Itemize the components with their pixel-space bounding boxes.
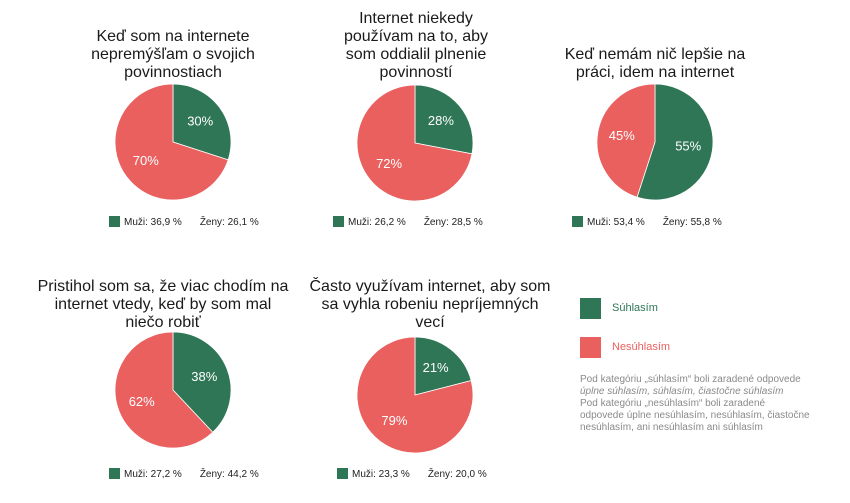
chart-title: Keď som na internete nepremýšľam o svoji… bbox=[91, 28, 255, 81]
chart-title: Internet niekedy používam na to, aby som… bbox=[343, 10, 489, 81]
gender-stats: Muži: 23,3 % Ženy: 20,0 % bbox=[337, 468, 487, 480]
chart-title: Často využívam internet, aby som sa vyhl… bbox=[309, 278, 551, 331]
note-agree-italic: úplne súhlasím, súhlasím, čiastočne súhl… bbox=[580, 386, 784, 397]
slice-label-disagree: 62% bbox=[129, 394, 155, 409]
men-stat: Muži: 53,4 % bbox=[587, 217, 645, 228]
chart-title: Pristihol som sa, že viac chodím na inte… bbox=[37, 278, 289, 331]
women-stat: Ženy: 44,2 % bbox=[199, 469, 259, 480]
pie-chart: 38% 62% bbox=[114, 331, 232, 449]
slice-label-agree: 30% bbox=[187, 114, 213, 129]
pie-chart: 30% 70% bbox=[114, 83, 232, 201]
legend-swatch-disagree bbox=[580, 337, 601, 358]
slice-label-disagree: 45% bbox=[609, 128, 635, 143]
note-agree-text: Pod kategóriu „súhlasím“ boli zaradené o… bbox=[580, 374, 801, 385]
women-stat: Ženy: 28,5 % bbox=[423, 217, 483, 228]
pie-slice-agree bbox=[636, 83, 714, 201]
note-disagree: Pod kategóriu „nesúhlasím“ boli zaradené… bbox=[580, 398, 810, 433]
gender-stats: Muži: 27,2 % Ženy: 44,2 % bbox=[109, 468, 259, 480]
pie-slice-disagree bbox=[356, 336, 474, 454]
men-stat: Muži: 23,3 % bbox=[352, 469, 410, 480]
legend-square bbox=[337, 468, 348, 479]
pie-chart: 21% 79% bbox=[356, 336, 474, 454]
slice-label-disagree: 79% bbox=[381, 413, 407, 428]
slice-label-disagree: 70% bbox=[133, 153, 159, 168]
slice-label-agree: 21% bbox=[423, 360, 449, 375]
pie-chart: 55% 45% bbox=[596, 83, 714, 201]
women-stat: Ženy: 20,0 % bbox=[427, 469, 487, 480]
gender-stats: Muži: 26,2 % Ženy: 28,5 % bbox=[333, 216, 483, 228]
legend-square bbox=[109, 468, 120, 479]
pie-slice-agree bbox=[414, 84, 474, 155]
women-stat: Ženy: 26,1 % bbox=[199, 217, 259, 228]
slice-label-agree: 28% bbox=[428, 113, 454, 128]
pie-slice-agree bbox=[172, 83, 232, 161]
gender-stats: Muži: 36,9 % Ženy: 26,1 % bbox=[109, 216, 259, 228]
legend-square bbox=[109, 216, 120, 227]
men-stat: Muži: 36,9 % bbox=[124, 217, 182, 228]
women-stat: Ženy: 55,8 % bbox=[662, 217, 722, 228]
legend-label-agree: Súhlasím bbox=[612, 302, 658, 314]
category-note: Pod kategóriu „súhlasím“ boli zaradené o… bbox=[580, 374, 810, 434]
pie-slice-agree bbox=[172, 331, 232, 433]
men-stat: Muži: 27,2 % bbox=[124, 469, 182, 480]
legend-label-disagree: Nesúhlasím bbox=[612, 341, 671, 353]
pie-slice-disagree bbox=[114, 331, 214, 449]
pie-slice-agree bbox=[414, 336, 472, 396]
slice-label-agree: 38% bbox=[191, 369, 217, 384]
pie-slice-disagree bbox=[114, 83, 229, 201]
legend-square bbox=[333, 216, 344, 227]
slice-label-disagree: 72% bbox=[376, 156, 402, 171]
chart-title: Keď nemám nič lepšie na práci, idem na i… bbox=[564, 46, 746, 81]
legend-square bbox=[572, 216, 583, 227]
men-stat: Muži: 26,2 % bbox=[348, 217, 406, 228]
pie-slice-disagree bbox=[356, 84, 473, 202]
pie-slice-disagree bbox=[596, 83, 656, 198]
gender-stats: Muži: 53,4 % Ženy: 55,8 % bbox=[572, 216, 722, 228]
legend-swatch-agree bbox=[580, 298, 601, 319]
note-agree: Pod kategóriu „súhlasím“ boli zaradené o… bbox=[580, 374, 810, 398]
pie-chart: 28% 72% bbox=[356, 84, 474, 202]
slice-label-agree: 55% bbox=[675, 139, 701, 154]
